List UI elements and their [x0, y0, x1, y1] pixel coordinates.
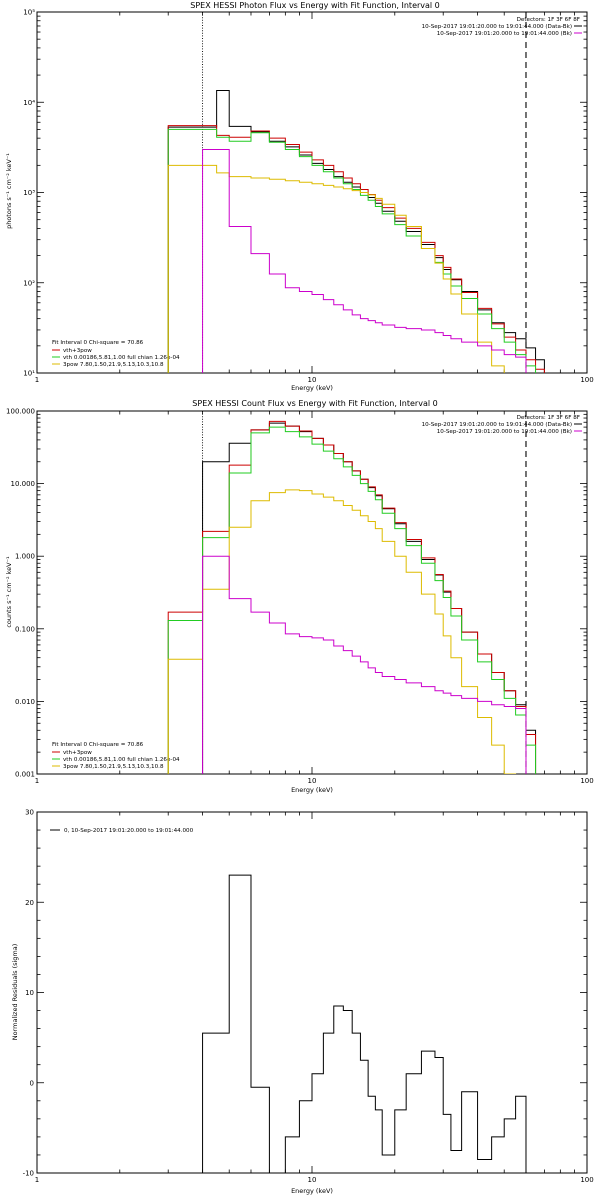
- y-tick-label: 1.000: [15, 553, 35, 561]
- plot-3: 1 10 100 -10 0 10 20 30: [23, 809, 594, 1185]
- panel2-legend-vth: vth 0.00186,5.81,1.00 full chian 1.26e-0…: [63, 757, 180, 763]
- y-tick-label: 0.100: [15, 625, 35, 633]
- panel2-info-data: 10-Sep-2017 19:01:20.000 to 19:01:44.000…: [422, 422, 572, 428]
- x-tick-label: 1: [35, 777, 39, 785]
- plot-3-series: [202, 874, 527, 1173]
- y-tick-label: 30: [25, 809, 34, 817]
- panel3-ylabel: Normalized Residuals (sigma): [11, 944, 19, 1041]
- y-tick-label: 100.000: [6, 408, 35, 416]
- series-4-histogram: [167, 164, 545, 373]
- y-tick-label: 10⁵: [23, 9, 35, 17]
- plot-2-series: [167, 420, 537, 774]
- series-4-histogram: [167, 489, 527, 774]
- panel2-info-bk: 10-Sep-2017 19:01:20.000 to 19:01:44.000…: [437, 429, 572, 435]
- y-tick-label: 0.001: [15, 771, 35, 779]
- x-tick-label: 100: [580, 777, 593, 785]
- panel1-legend-pow: 3pow 7.80,1.50,21.9,5.13,10.3,10.8: [63, 362, 164, 368]
- panel2-ylabel: counts s⁻¹ cm⁻² keV⁻¹: [5, 556, 13, 628]
- panel2-title: SPEX HESSI Count Flux vs Energy with Fit…: [192, 399, 437, 408]
- panel2-legend-pow: 3pow 7.80,1.50,21.9,5.13,10.3,10.8: [63, 764, 164, 770]
- y-tick-label: 10¹: [23, 370, 35, 378]
- panel1-legend-vth: vth 0.00186,5.81,1.00 full chian 1.26e-0…: [63, 355, 180, 361]
- y-tick-label: -10: [23, 1170, 34, 1178]
- panel2-legend-total: vth+3pow: [63, 750, 92, 756]
- residuals-panel: 0, 10-Sep-2017 19:01:20.000 to 19:01:44.…: [11, 828, 333, 1195]
- x-tick-label: 10: [308, 777, 317, 785]
- panel1-legend-header: Fit Interval 0 Chi-square = 70.86: [52, 340, 144, 346]
- y-tick-label: 10.000: [11, 480, 36, 488]
- panel2-xlabel: Energy (keV): [291, 786, 333, 794]
- series-1-histogram: [167, 89, 545, 373]
- y-tick-label: 10³: [23, 189, 35, 197]
- panel2-legend-header: Fit Interval 0 Chi-square = 70.86: [52, 742, 144, 748]
- series-5-histogram: [202, 555, 527, 774]
- plot-2-frame: [36, 410, 588, 775]
- plot-1-series: [167, 89, 545, 373]
- photon-flux-panel: SPEX HESSI Photon Flux vs Energy with Fi…: [5, 1, 582, 392]
- series-3-histogram: [167, 426, 537, 774]
- y-tick-label: 20: [25, 899, 34, 907]
- x-tick-label: 1: [35, 1176, 39, 1184]
- panel1-info-detectors: Detectors: 1F 3F 6F 8F: [517, 17, 580, 23]
- series-1-histogram: [202, 422, 537, 774]
- y-tick-label: 0: [30, 1079, 34, 1087]
- panel1-xlabel: Energy (keV): [291, 384, 333, 392]
- count-flux-panel: SPEX HESSI Count Flux vs Energy with Fit…: [5, 399, 582, 794]
- x-tick-label: 100: [580, 1176, 593, 1184]
- panel1-title: SPEX HESSI Photon Flux vs Energy with Fi…: [190, 1, 440, 10]
- series-5-histogram: [202, 148, 527, 373]
- series-3-histogram: [167, 128, 545, 373]
- panel1-legend-total: vth+3pow: [63, 348, 92, 354]
- x-tick-label: 10: [308, 1176, 317, 1184]
- panel1-info-bk: 10-Sep-2017 19:01:20.000 to 19:01:44.000…: [437, 31, 572, 37]
- x-tick-label: 100: [580, 376, 593, 384]
- plot-1-frame: [36, 11, 588, 374]
- plot-2: 1 10 100 0.001 0.010 0.100 1.000 10.000 100.000: [6, 408, 594, 786]
- y-tick-label: 0.010: [15, 698, 35, 706]
- x-tick-label: 10: [308, 376, 317, 384]
- panel1-info-data: 10-Sep-2017 19:01:20.000 to 19:01:44.000…: [422, 24, 572, 30]
- panel3-legend-label: 0, 10-Sep-2017 19:01:20.000 to 19:01:44.…: [64, 828, 194, 834]
- x-tick-label: 1: [35, 376, 39, 384]
- series-1-histogram: [202, 874, 527, 1173]
- panel3-xlabel: Energy (keV): [291, 1187, 333, 1195]
- y-tick-label: 10²: [23, 279, 35, 287]
- plot-1: 1 10 100 10¹ 10² 10³ 10⁴ 10⁵: [23, 9, 593, 385]
- y-tick-label: 10⁴: [23, 99, 35, 107]
- y-tick-label: 10: [25, 989, 34, 997]
- series-2-histogram: [167, 420, 537, 774]
- panel1-ylabel: photons s⁻¹ cm⁻² keV⁻¹: [5, 153, 13, 229]
- series-2-histogram: [167, 125, 545, 373]
- panel2-info-detectors: Detectors: 1F 3F 6F 8F: [517, 415, 580, 421]
